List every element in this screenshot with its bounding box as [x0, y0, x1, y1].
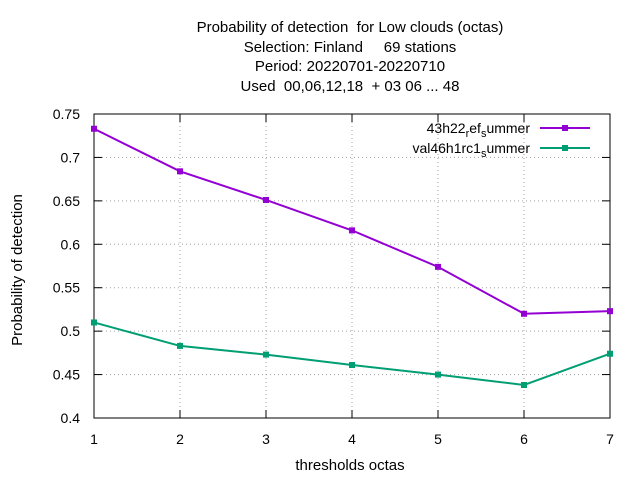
- data-point: [435, 371, 441, 378]
- data-point: [91, 319, 97, 326]
- chart-title: Probability of detection for Low clouds …: [0, 18, 640, 96]
- title-line-3: Period: 20220701-20220710: [254, 58, 446, 75]
- legend-marker: [562, 125, 568, 131]
- data-point: [263, 351, 269, 358]
- y-tick-label: 0.4: [61, 410, 81, 426]
- x-tick-label: 4: [348, 431, 356, 447]
- y-tick-label: 0.5: [61, 323, 81, 339]
- title-line-2: Selection: Finland 69 stations: [243, 38, 457, 56]
- y-tick-label: 0.55: [53, 280, 80, 296]
- data-point: [177, 168, 183, 175]
- y-tick-label: 0.75: [53, 106, 80, 122]
- grid: [94, 114, 610, 418]
- y-tick-label: 0.65: [53, 193, 80, 209]
- legend-label: 43h22refsummer: [427, 120, 531, 140]
- data-point: [349, 362, 355, 369]
- x-tick-label: 3: [262, 431, 270, 447]
- y-axis-label: Probability of detection: [9, 194, 26, 346]
- data-point: [435, 263, 441, 270]
- title-line-1: Probability of detection for Low clouds …: [196, 19, 504, 36]
- y-tick-label: 0.7: [61, 149, 81, 165]
- legend-label: val46h1rc1summer: [412, 140, 530, 160]
- x-tick-label: 1: [90, 431, 98, 447]
- y-tick-label: 0.45: [53, 367, 80, 383]
- x-tick-label: 5: [434, 431, 442, 447]
- data-point: [177, 342, 183, 349]
- data-point: [607, 308, 613, 315]
- data-point: [91, 125, 97, 132]
- x-axis-label: thresholds octas: [295, 457, 404, 474]
- x-tick-label: 2: [176, 431, 184, 447]
- data-point: [521, 381, 527, 388]
- data-point: [263, 196, 269, 203]
- y-tick-label: 0.6: [61, 236, 81, 252]
- data-point: [349, 227, 355, 234]
- axis-ticks: 0.4 0.45 0.5 0.55 0.6 0.65 0.7 0.75 1 2 3 4 5 6 7: [53, 106, 614, 447]
- x-tick-label: 7: [606, 431, 614, 447]
- data-point: [607, 350, 613, 357]
- title-line-4: Used 00,06,12,18 + 03 06 ... 48: [240, 77, 460, 95]
- x-tick-label: 6: [520, 431, 528, 447]
- legend-marker: [562, 145, 568, 151]
- series-group: [91, 125, 613, 388]
- data-point: [521, 310, 527, 317]
- plot-frame: [93, 113, 611, 419]
- series-line-2: [93, 321, 611, 387]
